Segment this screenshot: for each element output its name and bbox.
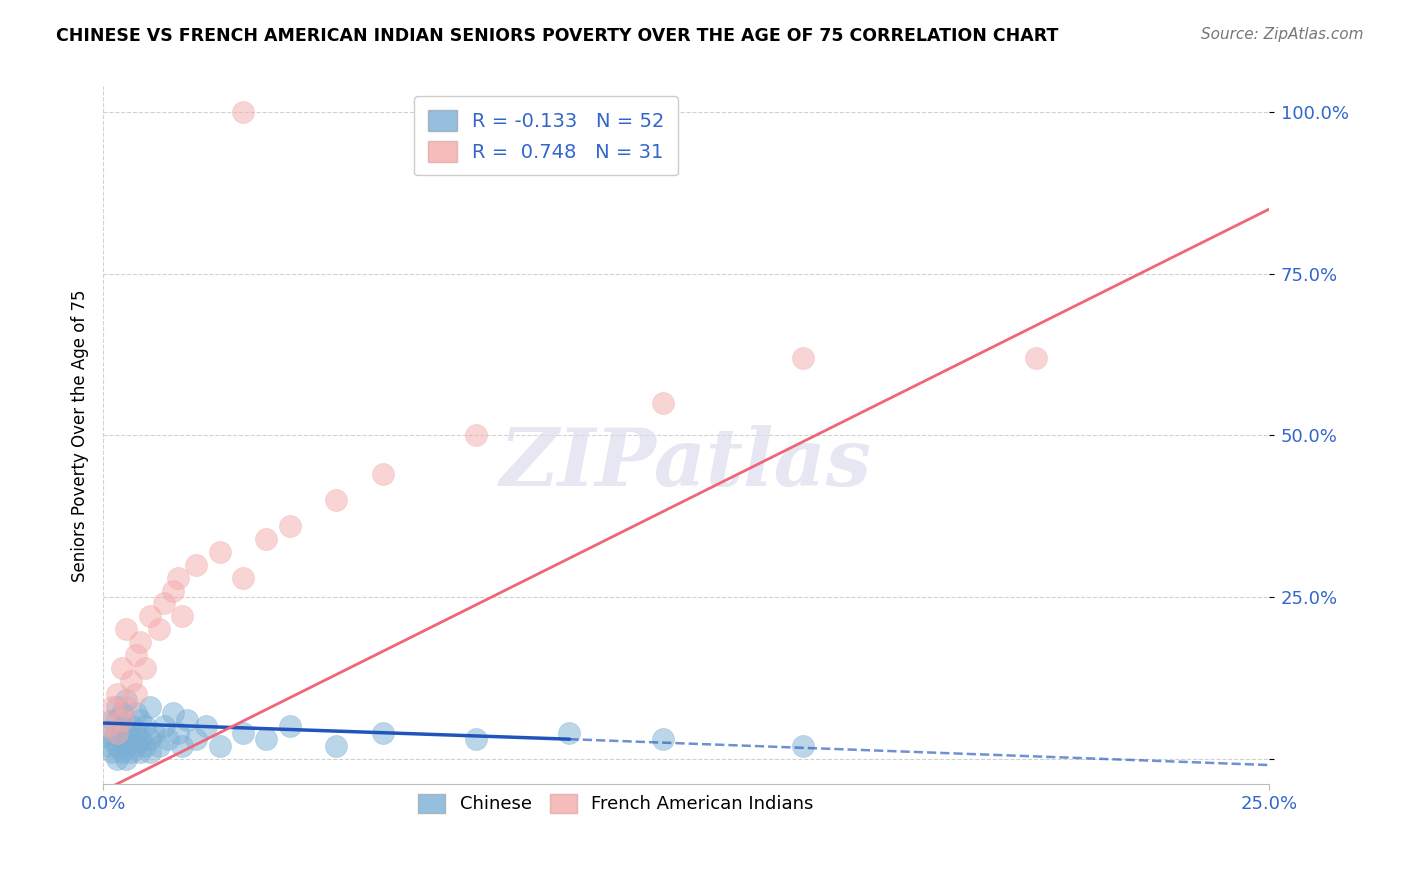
Point xyxy=(101,713,124,727)
Point xyxy=(115,693,138,707)
Point xyxy=(97,725,120,739)
Point xyxy=(97,739,120,753)
Point xyxy=(792,739,814,753)
Point xyxy=(115,699,138,714)
Point xyxy=(134,719,156,733)
Point xyxy=(120,732,142,747)
Point xyxy=(254,732,277,747)
Point xyxy=(111,661,134,675)
Point xyxy=(105,751,128,765)
Point xyxy=(129,713,152,727)
Point xyxy=(129,745,152,759)
Point xyxy=(371,725,394,739)
Point xyxy=(111,713,134,727)
Point xyxy=(139,609,162,624)
Point xyxy=(125,725,148,739)
Point xyxy=(105,713,128,727)
Point xyxy=(465,732,488,747)
Point xyxy=(105,725,128,739)
Point xyxy=(148,739,170,753)
Point xyxy=(166,571,188,585)
Point xyxy=(186,558,208,572)
Point xyxy=(105,699,128,714)
Point xyxy=(111,732,134,747)
Point xyxy=(101,699,124,714)
Point xyxy=(254,532,277,546)
Point xyxy=(115,622,138,636)
Point xyxy=(176,713,198,727)
Point xyxy=(558,725,581,739)
Point xyxy=(172,609,194,624)
Point xyxy=(105,739,128,753)
Point xyxy=(129,635,152,649)
Text: CHINESE VS FRENCH AMERICAN INDIAN SENIORS POVERTY OVER THE AGE OF 75 CORRELATION: CHINESE VS FRENCH AMERICAN INDIAN SENIOR… xyxy=(56,27,1059,45)
Point xyxy=(172,739,194,753)
Point xyxy=(143,725,166,739)
Point xyxy=(166,725,188,739)
Point xyxy=(115,725,138,739)
Point xyxy=(101,732,124,747)
Point xyxy=(111,745,134,759)
Point xyxy=(125,739,148,753)
Point xyxy=(101,745,124,759)
Point xyxy=(139,732,162,747)
Point xyxy=(111,706,134,721)
Point xyxy=(208,545,231,559)
Point xyxy=(157,732,180,747)
Point xyxy=(325,739,347,753)
Point xyxy=(208,739,231,753)
Point xyxy=(134,661,156,675)
Point xyxy=(97,719,120,733)
Point xyxy=(152,597,174,611)
Y-axis label: Seniors Poverty Over the Age of 75: Seniors Poverty Over the Age of 75 xyxy=(72,289,89,582)
Point xyxy=(186,732,208,747)
Point xyxy=(278,519,301,533)
Point xyxy=(105,687,128,701)
Point xyxy=(134,739,156,753)
Point xyxy=(162,583,184,598)
Point xyxy=(371,467,394,482)
Point xyxy=(120,745,142,759)
Point xyxy=(148,622,170,636)
Point xyxy=(162,706,184,721)
Point xyxy=(232,725,254,739)
Point xyxy=(120,719,142,733)
Point xyxy=(278,719,301,733)
Point xyxy=(194,719,217,733)
Point xyxy=(465,428,488,442)
Point xyxy=(139,745,162,759)
Legend: Chinese, French American Indians: Chinese, French American Indians xyxy=(408,782,825,824)
Point xyxy=(792,351,814,365)
Point xyxy=(129,732,152,747)
Point xyxy=(232,105,254,120)
Point xyxy=(111,719,134,733)
Point xyxy=(115,739,138,753)
Point xyxy=(125,706,148,721)
Text: Source: ZipAtlas.com: Source: ZipAtlas.com xyxy=(1201,27,1364,42)
Text: ZIPatlas: ZIPatlas xyxy=(501,425,872,502)
Point xyxy=(152,719,174,733)
Point xyxy=(1025,351,1047,365)
Point xyxy=(651,732,673,747)
Point xyxy=(105,725,128,739)
Point xyxy=(115,751,138,765)
Point xyxy=(139,699,162,714)
Point xyxy=(651,396,673,410)
Point xyxy=(125,648,148,662)
Point xyxy=(232,571,254,585)
Point xyxy=(125,687,148,701)
Point xyxy=(120,673,142,688)
Point xyxy=(325,493,347,508)
